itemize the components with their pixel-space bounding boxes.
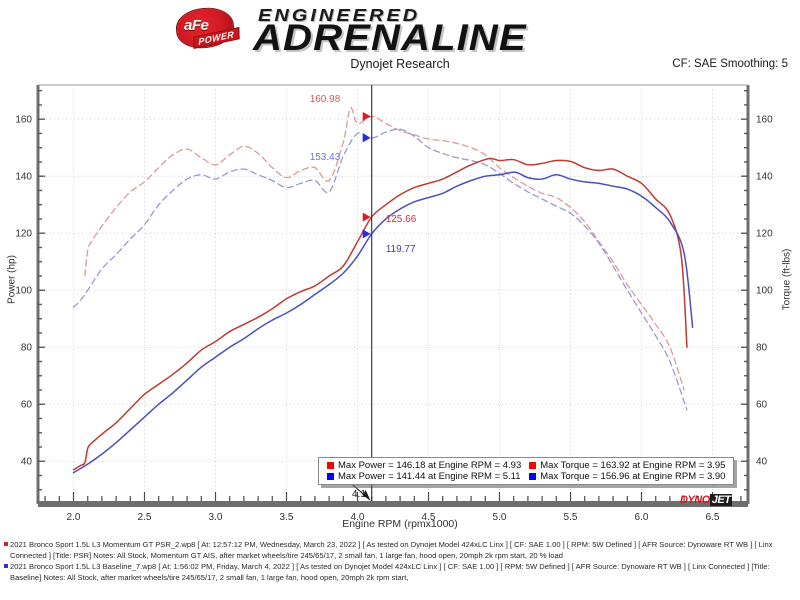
- series-line: [72, 128, 688, 411]
- legend-cell-power-blue: Max Power = 141.44 at Engine RPM = 5.11: [323, 471, 525, 482]
- cursor-arrow-icon: [362, 111, 371, 121]
- legend-text-power-red: Max Power = 146.18 at Engine RPM = 4.93: [338, 460, 522, 471]
- run-notes: 2021 Bronco Sport 1.5L L3 Momentum GT PS…: [0, 540, 800, 600]
- plot-canvas: 40 40 60 60 80 80 100 100 120 120 140 140 160 160 2.0 2…: [15, 84, 773, 523]
- note-bullet-red-icon: [4, 542, 8, 546]
- svg-text:2.5: 2.5: [138, 512, 152, 523]
- y-axis-left-title: Power (hp): [6, 255, 18, 304]
- note-bullet-blue-icon: [4, 564, 8, 568]
- svg-text:120: 120: [15, 229, 32, 240]
- dyno-chart: 40 40 60 60 80 80 100 100 120 120 140 140 160 160 2.0 2…: [0, 82, 800, 540]
- svg-text:100: 100: [756, 286, 773, 297]
- svg-text:160: 160: [756, 115, 773, 126]
- series-line: [84, 107, 685, 391]
- cursor-readout-torque-blue: 153.43: [309, 151, 341, 163]
- note-line-2: Baseline] Notes: All Stock, after market…: [10, 572, 409, 582]
- cf-smoothing-label: CF: SAE Smoothing: 5: [672, 58, 788, 70]
- dynojet-watermark-dyno: DYNO: [680, 494, 710, 506]
- svg-text:4.0: 4.0: [351, 512, 365, 523]
- series-line: [72, 157, 688, 471]
- note-row: 2021 Bronco Sport 1.5L L3 Baseline_7.wp8…: [0, 562, 800, 583]
- legend-swatch-red-torque: [529, 462, 537, 469]
- legend-text-torque-red: Max Torque = 163.92 at Engine RPM = 3.95: [540, 460, 726, 471]
- legend-swatch-red-power: [327, 462, 334, 469]
- svg-text:140: 140: [15, 172, 32, 183]
- svg-text:80: 80: [21, 343, 33, 354]
- note-line-2: Connected ] [Title: PSR] Notes: All Stoc…: [10, 550, 563, 560]
- chart-legend: Max Power = 146.18 at Engine RPM = 4.93 …: [318, 457, 735, 485]
- svg-text:6.0: 6.0: [635, 512, 649, 523]
- note-line-1: 2021 Bronco Sport 1.5L L3 Baseline_7.wp8…: [10, 562, 770, 571]
- svg-text:120: 120: [756, 229, 773, 240]
- note-row: 2021 Bronco Sport 1.5L L3 Momentum GT PS…: [0, 540, 800, 561]
- svg-text:160: 160: [15, 115, 32, 126]
- afe-power-logo: aFe POWER ENGINEERED ADRENALINE: [175, 4, 595, 58]
- page-header: aFe POWER ENGINEERED ADRENALINE Dynojet …: [0, 0, 800, 82]
- svg-text:2.0: 2.0: [67, 512, 81, 523]
- afe-wordmark: aFe: [184, 17, 209, 34]
- dynojet-watermark: DYNO JET: [680, 494, 733, 506]
- legend-text-power-blue: Max Power = 141.44 at Engine RPM = 5.11: [338, 471, 521, 482]
- svg-text:6.5: 6.5: [706, 512, 720, 523]
- cursor-readout-power-red: 125.66: [385, 214, 417, 226]
- engineered-wordmark: ENGINEERED: [258, 6, 421, 26]
- legend-table: Max Power = 146.18 at Engine RPM = 4.93 …: [323, 460, 729, 482]
- legend-cell-torque-red: Max Torque = 163.92 at Engine RPM = 3.95: [525, 460, 729, 471]
- legend-swatch-blue-torque: [529, 473, 537, 480]
- legend-row: Max Power = 141.44 at Engine RPM = 5.11 …: [323, 471, 729, 482]
- legend-swatch-blue-power: [327, 473, 334, 480]
- svg-text:140: 140: [756, 172, 773, 183]
- dynojet-watermark-jet: JET: [709, 494, 733, 506]
- adrenaline-wordmark: ADRENALINE: [253, 18, 527, 59]
- svg-text:60: 60: [21, 400, 33, 411]
- svg-text:5.5: 5.5: [564, 512, 578, 523]
- svg-text:5.0: 5.0: [493, 512, 507, 523]
- cursor-readout-torque-red: 160.98: [309, 94, 341, 106]
- y-axis-right-title: Torque (ft-lbs): [781, 248, 793, 311]
- svg-text:60: 60: [756, 400, 768, 411]
- cursor-readout-power-blue: 119.77: [385, 243, 416, 255]
- note-line-1: 2021 Bronco Sport 1.5L L3 Momentum GT PS…: [10, 540, 773, 549]
- cursor-arrow-icon: [362, 212, 371, 222]
- cursor-arrow-icon: [362, 229, 371, 239]
- legend-row: Max Power = 146.18 at Engine RPM = 4.93 …: [323, 460, 729, 471]
- svg-text:40: 40: [756, 457, 768, 468]
- svg-text:40: 40: [21, 457, 33, 468]
- svg-text:4.5: 4.5: [422, 512, 436, 523]
- svg-text:3.5: 3.5: [280, 512, 294, 523]
- afe-badge-icon: aFe POWER: [175, 7, 249, 49]
- chart-subtitle: Dynojet Research: [350, 57, 450, 71]
- svg-text:3.0: 3.0: [209, 512, 223, 523]
- cursor-rpm-label: 4.1: [352, 489, 366, 500]
- series-line: [72, 171, 694, 474]
- cursor-arrow-icon: [362, 133, 371, 143]
- legend-text-torque-blue: Max Torque = 156.96 at Engine RPM = 3.90: [540, 471, 726, 482]
- legend-cell-torque-blue: Max Torque = 156.96 at Engine RPM = 3.90: [525, 471, 729, 482]
- svg-text:100: 100: [15, 286, 32, 297]
- svg-text:80: 80: [756, 343, 768, 354]
- x-axis-title: Engine RPM (rpmx1000): [342, 518, 458, 530]
- legend-cell-power-red: Max Power = 146.18 at Engine RPM = 4.93: [323, 460, 525, 471]
